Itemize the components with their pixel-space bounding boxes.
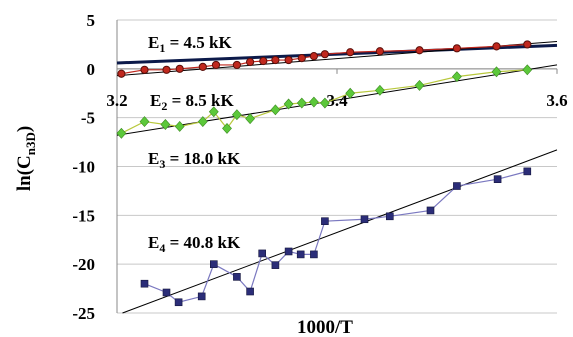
y-label-end: ) <box>14 126 35 132</box>
annotation-base: E <box>148 33 159 52</box>
marker <box>453 182 461 190</box>
marker <box>320 50 329 59</box>
marker <box>116 127 127 139</box>
marker <box>245 113 256 125</box>
marker <box>211 60 221 70</box>
y-axis-label: ln(Cn3D) <box>14 126 38 191</box>
y-label-base: ln(C <box>14 155 35 191</box>
fit-line <box>116 64 558 136</box>
marker <box>345 87 356 99</box>
y-label-sub: n3D <box>23 132 38 155</box>
marker <box>310 250 318 259</box>
marker <box>162 65 171 74</box>
marker <box>198 62 207 71</box>
marker <box>246 287 254 296</box>
marker <box>426 206 435 215</box>
x-tick-label: 3.2 <box>106 91 127 110</box>
annotation-base: E <box>150 91 161 110</box>
marker <box>522 64 533 76</box>
marker <box>160 119 171 130</box>
marker <box>246 57 255 67</box>
marker <box>308 96 319 108</box>
annotation: E2 = 8.5 kK <box>150 91 234 113</box>
annotation: E1 = 4.5 kK <box>148 33 232 55</box>
y-tick-label: 0 <box>87 60 96 79</box>
marker <box>175 64 184 73</box>
marker <box>232 60 241 70</box>
y-tick-label: -15 <box>72 206 95 225</box>
marker <box>523 40 532 49</box>
annotation-rest: = 8.5 kK <box>167 91 234 110</box>
marker <box>296 97 307 109</box>
marker <box>375 47 384 56</box>
marker <box>197 116 208 128</box>
marker <box>492 42 501 51</box>
marker <box>360 215 369 224</box>
marker <box>197 292 206 301</box>
marker <box>233 273 241 281</box>
marker <box>321 217 329 225</box>
marker <box>414 79 425 91</box>
marker <box>493 175 502 183</box>
annotation-rest: = 40.8 kK <box>165 233 241 252</box>
marker <box>385 212 394 221</box>
marker <box>140 65 149 74</box>
marker <box>174 298 183 307</box>
y-tick-label: -25 <box>72 304 95 323</box>
annotation-sub: 4 <box>159 241 165 255</box>
marker <box>258 249 267 258</box>
x-tick-label: 3.6 <box>546 91 567 110</box>
marker <box>270 104 281 116</box>
fit-line <box>122 149 558 314</box>
x-axis-label: 1000/T <box>297 317 353 337</box>
y-tick-label: -10 <box>72 158 95 177</box>
marker <box>491 66 502 78</box>
annotation-sub: 1 <box>159 41 165 55</box>
marker <box>452 44 461 53</box>
annotation: E3 = 18.0 kK <box>148 149 241 171</box>
annotation-sub: 2 <box>161 99 167 113</box>
marker <box>296 250 305 259</box>
annotation-rest: = 4.5 kK <box>165 33 232 52</box>
annotation-base: E <box>148 233 159 252</box>
annotation-base: E <box>148 149 159 168</box>
y-tick-label: -20 <box>72 255 95 274</box>
marker <box>210 260 218 268</box>
annotation-sub: 3 <box>159 157 165 171</box>
marker <box>259 56 268 66</box>
marker <box>297 53 306 63</box>
marker <box>162 288 171 297</box>
marker <box>309 52 318 61</box>
marker <box>117 69 126 78</box>
y-tick-label: -5 <box>81 109 95 128</box>
marker <box>374 84 385 96</box>
marker <box>284 247 293 256</box>
marker <box>319 97 330 109</box>
fit-line <box>116 43 558 65</box>
marker <box>415 46 424 55</box>
annotation-rest: = 18.0 kK <box>165 149 241 168</box>
marker <box>283 98 294 110</box>
marker <box>284 55 293 65</box>
marker <box>222 122 232 134</box>
marker <box>346 48 355 57</box>
marker <box>140 279 149 288</box>
marker <box>451 71 462 83</box>
marker <box>174 121 185 132</box>
marker <box>139 116 150 128</box>
annotation: E4 = 40.8 kK <box>148 233 241 255</box>
marker <box>271 55 280 65</box>
marker <box>271 261 280 269</box>
marker <box>523 167 532 176</box>
marker <box>231 109 242 121</box>
y-tick-label: 5 <box>87 11 96 30</box>
marker <box>208 106 219 118</box>
